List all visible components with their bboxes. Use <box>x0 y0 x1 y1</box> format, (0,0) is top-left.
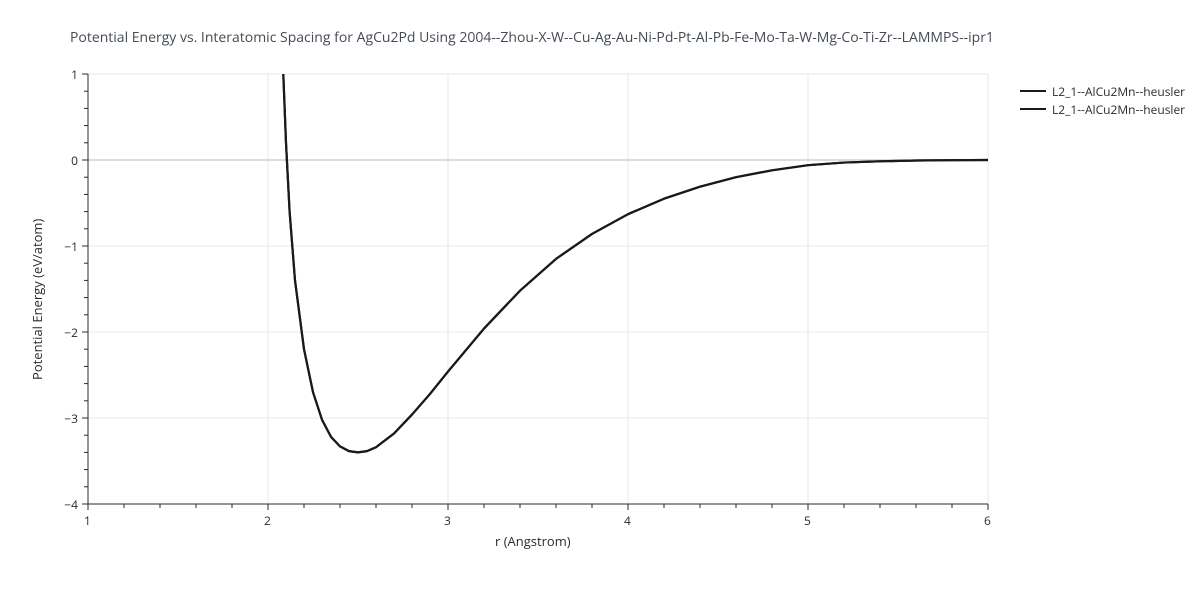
y-tick-label: −4 <box>64 496 78 513</box>
series-line-0[interactable] <box>283 74 988 452</box>
y-axis-label: Potential Energy (eV/atom) <box>28 219 46 380</box>
x-tick-label: 2 <box>264 512 271 529</box>
legend-item[interactable]: L2_1--AlCu2Mn--heusler <box>1020 82 1185 100</box>
x-tick-label: 6 <box>984 512 991 529</box>
x-tick-label: 4 <box>624 512 631 529</box>
y-tick-label: −2 <box>64 324 78 341</box>
legend-swatch <box>1020 108 1046 110</box>
x-tick-label: 3 <box>444 512 451 529</box>
y-tick-label: 0 <box>71 152 78 169</box>
legend-item[interactable]: L2_1--AlCu2Mn--heusler <box>1020 100 1185 118</box>
y-tick-label: −3 <box>64 410 78 427</box>
chart-legend[interactable]: L2_1--AlCu2Mn--heuslerL2_1--AlCu2Mn--heu… <box>1020 82 1185 118</box>
y-tick-label: 1 <box>71 66 78 83</box>
legend-swatch <box>1020 90 1046 92</box>
legend-label: L2_1--AlCu2Mn--heusler <box>1052 83 1185 100</box>
x-tick-label: 1 <box>84 512 91 529</box>
legend-label: L2_1--AlCu2Mn--heusler <box>1052 101 1185 118</box>
x-tick-label: 5 <box>804 512 811 529</box>
y-tick-label: −1 <box>64 238 78 255</box>
x-axis-label: r (Angstrom) <box>495 532 571 550</box>
series-line-1[interactable] <box>283 74 988 452</box>
